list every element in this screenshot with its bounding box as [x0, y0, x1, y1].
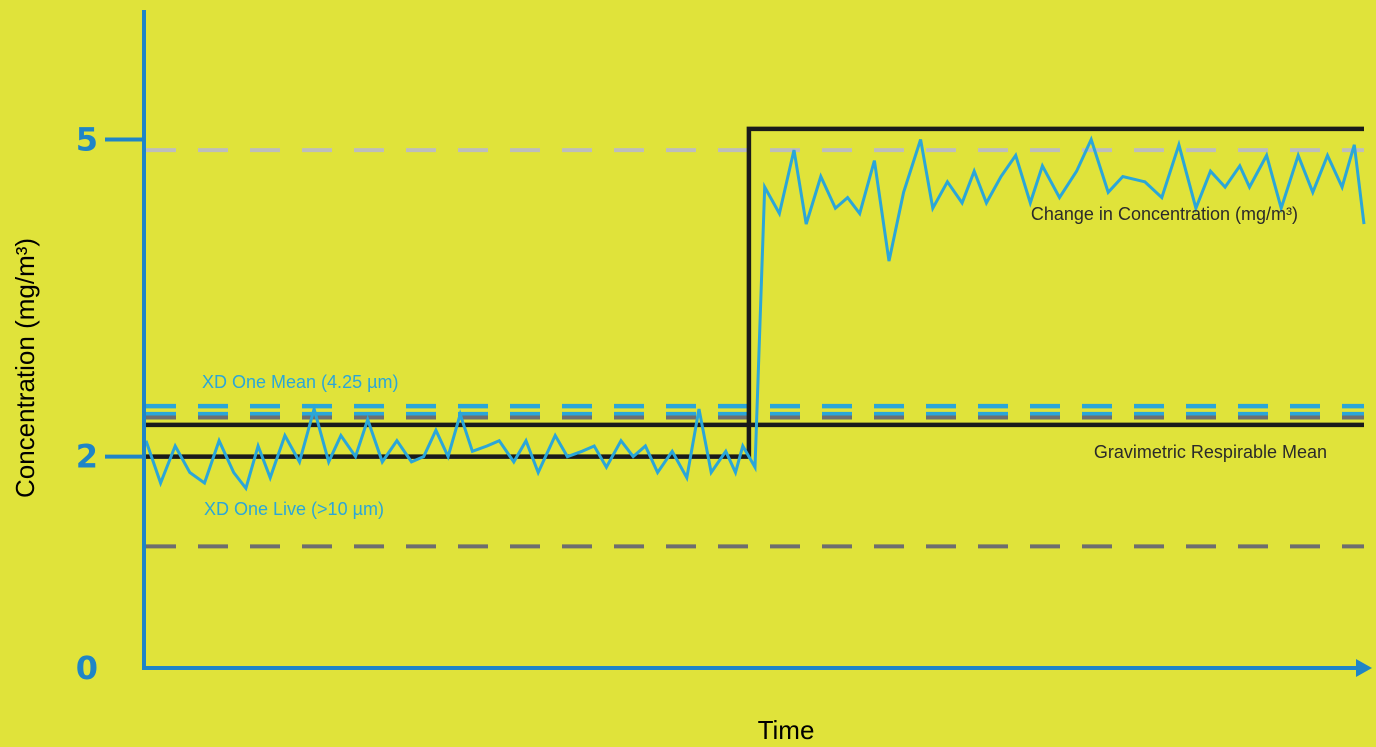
axes — [142, 10, 1372, 677]
y-tick-label-2: 2 — [76, 438, 98, 476]
annotation-xd-one-live: XD One Live (>10 µm) — [204, 499, 384, 519]
y-axis-title: Concentration (mg/m³) — [10, 238, 40, 498]
x-axis-arrow-icon — [1356, 659, 1372, 677]
annotation-gravimetric-mean: Gravimetric Respirable Mean — [1094, 442, 1327, 462]
series-lines — [144, 126, 1366, 492]
y-tick-label-5: 5 — [76, 121, 98, 159]
x-axis-title: Time — [758, 715, 815, 745]
y-ticks: 0 2 5 — [76, 121, 146, 687]
series-line-xd-one-live-10-m — [144, 135, 1366, 492]
reference-lines — [146, 148, 1364, 549]
annotation-change-in-concentration: Change in Concentration (mg/m³) — [1031, 204, 1298, 224]
y-tick-label-0: 0 — [76, 649, 98, 687]
annotation-xd-one-mean: XD One Mean (4.25 µm) — [202, 372, 398, 392]
